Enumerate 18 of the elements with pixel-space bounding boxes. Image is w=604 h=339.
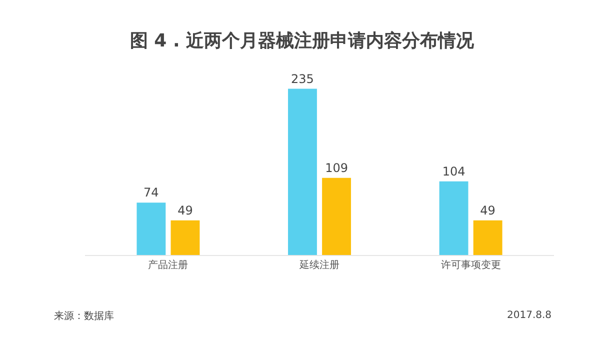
x-tick-label: 产品注册 (148, 259, 188, 271)
bar (170, 220, 200, 255)
bar (439, 181, 468, 255)
x-tick-label: 延续注册 (298, 259, 340, 271)
bar (473, 220, 502, 255)
data-label: 74 (144, 186, 159, 200)
text: 2017.8.8 (507, 310, 552, 321)
chart-title: 图 4 . 近两个月器械注册申请内容分布情况 (130, 30, 476, 52)
x-tick-label: 许可事项变更 (440, 259, 501, 271)
data-label: 49 (178, 203, 193, 218)
data-label: 104 (442, 164, 466, 178)
data-label: 235 (291, 72, 314, 86)
bar (322, 178, 351, 255)
bar (136, 202, 166, 255)
source-note: 来源：数据库 (54, 310, 114, 322)
data-label: 49 (480, 203, 496, 218)
data-label: 109 (325, 160, 348, 175)
bar (288, 88, 317, 255)
